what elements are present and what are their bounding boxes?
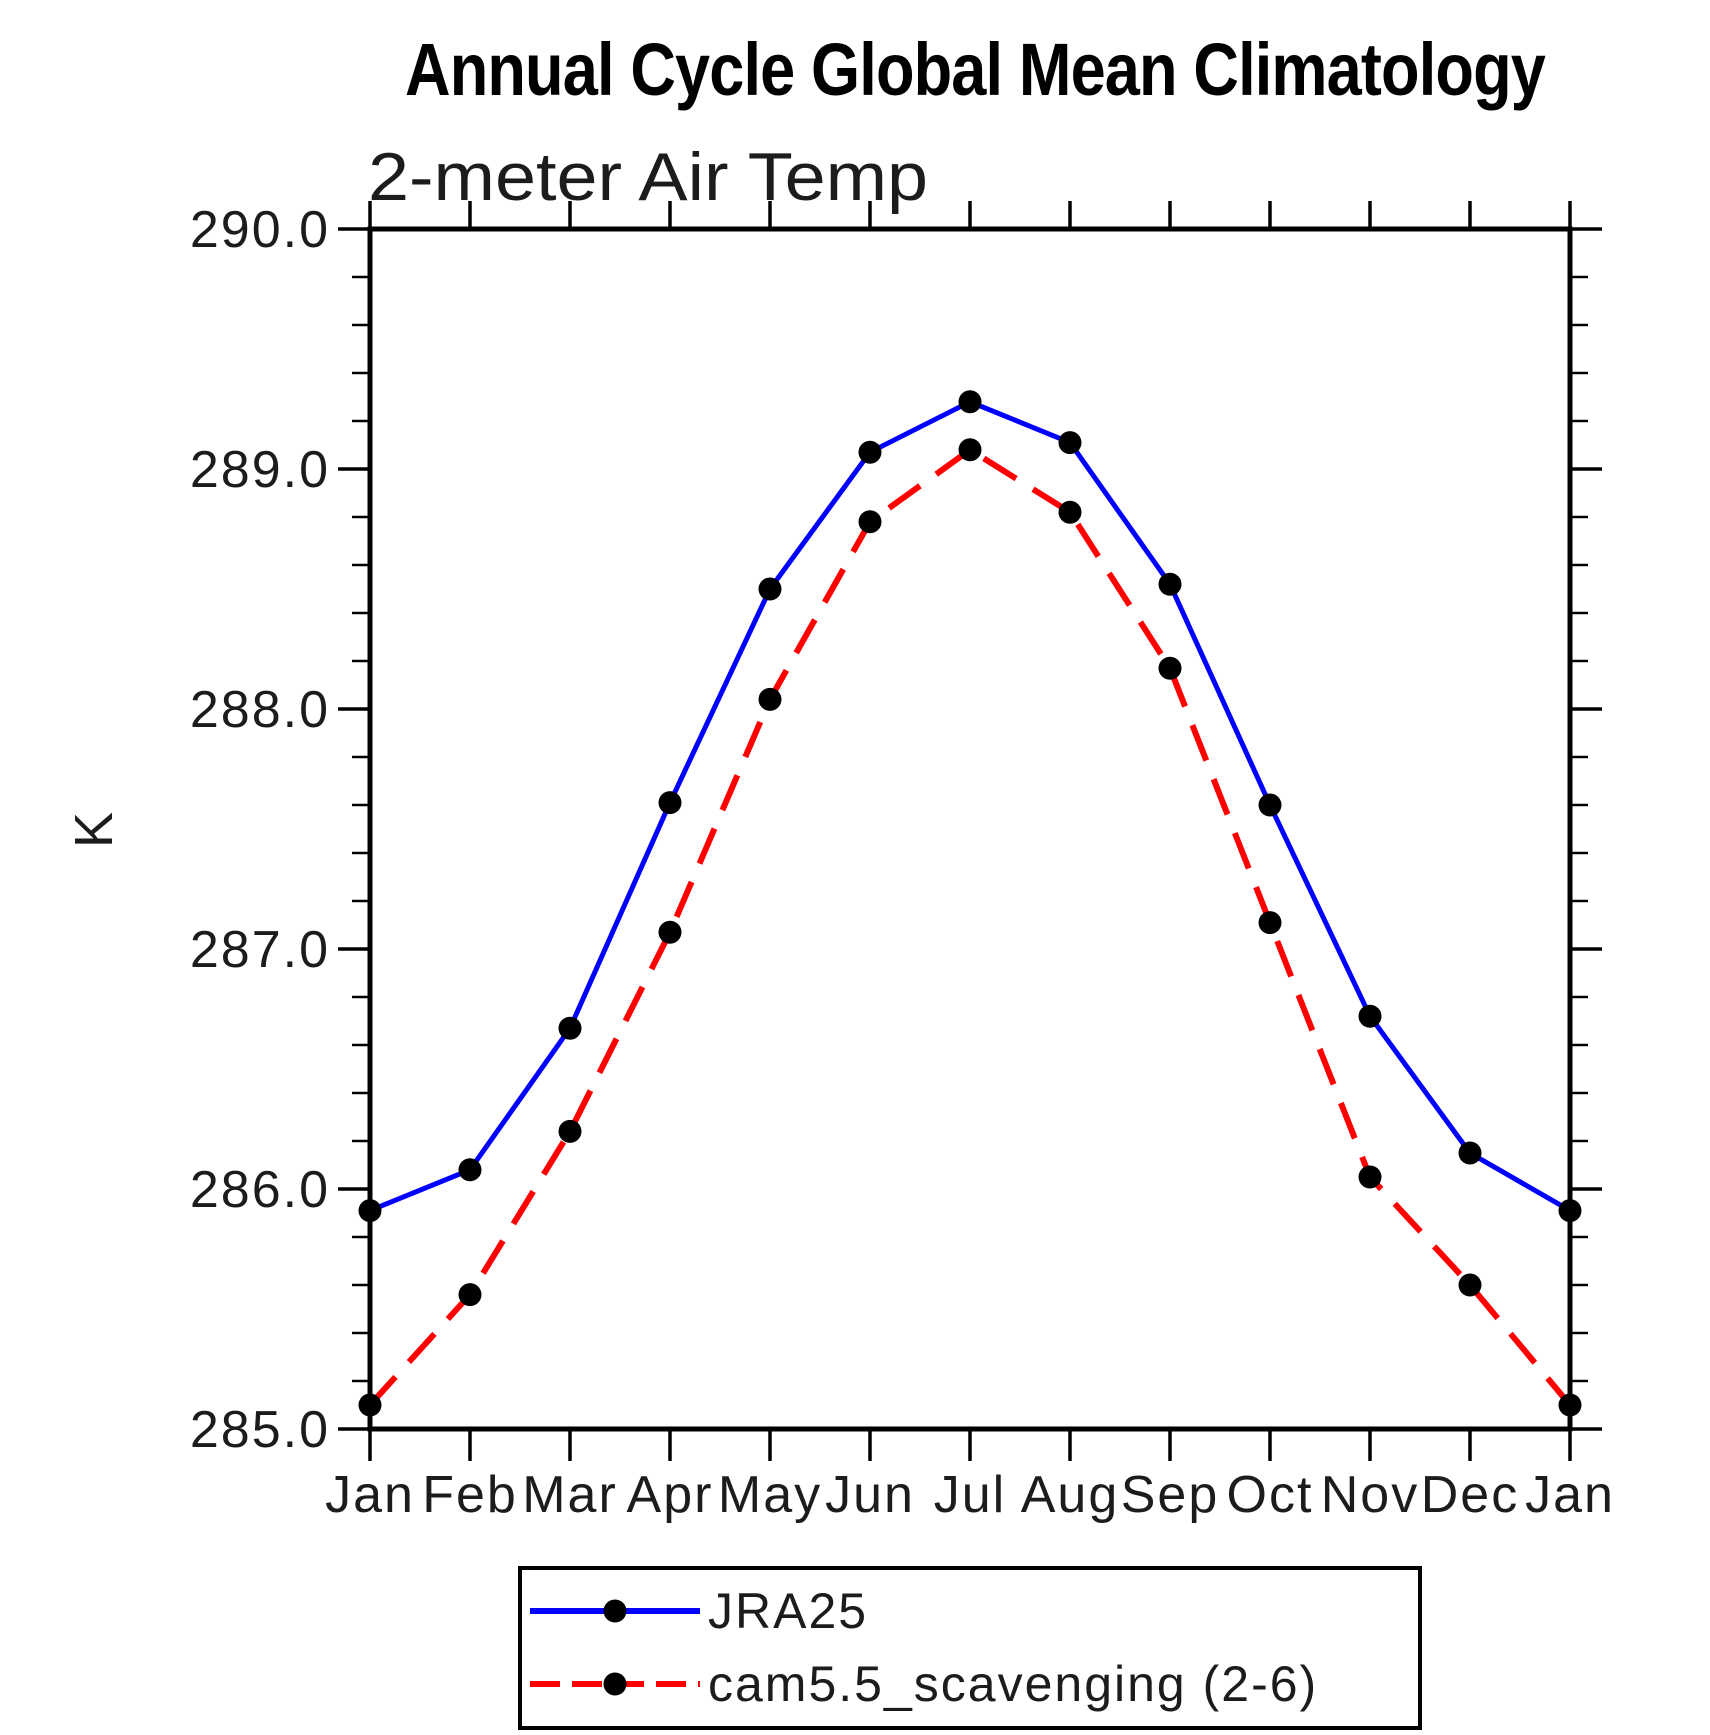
data-point-marker-0 <box>1358 1004 1382 1028</box>
x-tick-label: Aug <box>1021 1466 1120 1524</box>
y-tick-label: 285.0 <box>190 1401 330 1459</box>
x-tick-label: Feb <box>422 1466 518 1524</box>
data-point-marker-1 <box>1158 656 1182 680</box>
data-point-marker-1 <box>758 687 782 711</box>
x-tick-label: Nov <box>1321 1466 1419 1524</box>
data-point-marker-1 <box>1258 911 1282 935</box>
data-point-marker-0 <box>458 1158 482 1182</box>
y-tick-label: 289.0 <box>190 441 330 499</box>
data-point-marker-0 <box>1158 572 1182 596</box>
data-point-marker-1 <box>658 920 682 944</box>
data-point-marker-0 <box>558 1016 582 1040</box>
data-point-marker-1 <box>858 510 882 534</box>
y-tick-label: 287.0 <box>190 921 330 979</box>
legend-label: JRA25 <box>708 1583 868 1639</box>
data-point-marker-0 <box>1558 1199 1582 1223</box>
data-point-marker-0 <box>958 390 982 414</box>
legend-marker <box>603 1599 627 1623</box>
axes-layer: Jan Feb Mar Apr May Jun Jul Aug Sep Oct Nov Dec Jan2… <box>190 201 1615 1524</box>
data-point-marker-0 <box>1458 1141 1482 1165</box>
series-line-0 <box>369 399 1572 1213</box>
x-tick-label: Sep <box>1121 1466 1220 1524</box>
data-point-marker-0 <box>1258 793 1282 817</box>
chart-title: Annual Cycle Global Mean Climatology <box>405 28 1546 111</box>
data-point-marker-1 <box>1558 1393 1582 1417</box>
data-point-marker-1 <box>958 438 982 462</box>
y-axis-label: K <box>64 810 124 848</box>
data-point-marker-1 <box>358 1393 382 1417</box>
x-tick-label: Jun <box>825 1466 915 1524</box>
series-line-1 <box>367 446 1573 1408</box>
data-point-marker-1 <box>1458 1273 1482 1297</box>
legend-entry: JRA25 <box>530 1583 868 1639</box>
data-point-marker-1 <box>1058 500 1082 524</box>
data-point-marker-0 <box>858 440 882 464</box>
y-tick-label: 286.0 <box>190 1161 330 1219</box>
y-tick-label: 290.0 <box>190 201 330 259</box>
x-tick-label: Apr <box>627 1466 714 1524</box>
x-tick-label: Jan <box>325 1466 415 1524</box>
x-tick-label: Mar <box>522 1466 618 1524</box>
data-point-marker-0 <box>1058 431 1082 455</box>
legend-box <box>518 1566 1422 1730</box>
data-point-marker-0 <box>358 1199 382 1223</box>
x-tick-label: Jan <box>1525 1466 1615 1524</box>
legend-label: cam5.5_scavenging (2-6) <box>708 1656 1318 1712</box>
data-point-marker-1 <box>458 1283 482 1307</box>
chart-subtitle: 2-meter Air Temp <box>368 139 928 215</box>
legend-entry: cam5.5_scavenging (2-6) <box>530 1656 1318 1712</box>
x-tick-label: May <box>718 1466 822 1524</box>
data-point-marker-1 <box>1358 1165 1382 1189</box>
legend-marker <box>603 1672 627 1696</box>
data-point-marker-1 <box>558 1119 582 1143</box>
x-tick-label: Dec <box>1421 1466 1519 1524</box>
x-tick-label: Oct <box>1227 1466 1314 1524</box>
series-layer <box>358 390 1582 1417</box>
y-tick-label: 288.0 <box>190 681 330 739</box>
data-point-marker-0 <box>758 577 782 601</box>
legend-layer: JRA25 cam5.5_scavenging (2-6) <box>518 1566 1422 1730</box>
x-tick-label: Jul <box>934 1466 1006 1524</box>
data-point-marker-0 <box>658 791 682 815</box>
